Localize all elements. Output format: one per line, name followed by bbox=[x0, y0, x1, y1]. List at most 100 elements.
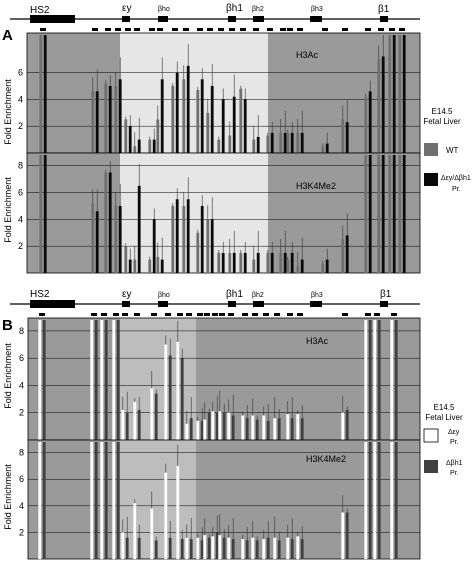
bar-series2 bbox=[368, 320, 372, 440]
bar-series1 bbox=[364, 319, 368, 441]
bar-series2 bbox=[300, 539, 304, 559]
locus-label-bh1-b: βh1 bbox=[226, 289, 243, 300]
bar-series2 bbox=[210, 85, 214, 153]
locus-label-bho: βho bbox=[158, 6, 170, 13]
bar-series2 bbox=[215, 412, 219, 440]
legend-swatch-mutant bbox=[424, 173, 438, 186]
gene-bh2-b bbox=[253, 301, 264, 307]
amplicon-marker bbox=[378, 28, 384, 31]
bar-series2 bbox=[104, 320, 108, 440]
amplicon-marker bbox=[228, 313, 234, 316]
amplicon-marker bbox=[240, 28, 246, 31]
bar-series1 bbox=[156, 119, 160, 153]
legend-label-bh1-pr: Pr. bbox=[450, 470, 459, 477]
bar-series2 bbox=[381, 56, 385, 153]
legend-label-ey: Δεy bbox=[448, 429, 460, 436]
bar-series1 bbox=[388, 155, 392, 273]
bar-series2 bbox=[104, 442, 108, 559]
amplicon-marker bbox=[287, 313, 293, 316]
amplicon-marker bbox=[391, 313, 397, 316]
bar-series1 bbox=[373, 319, 377, 441]
bar-series1 bbox=[398, 35, 402, 153]
bar-series1 bbox=[182, 79, 186, 153]
bar-series2 bbox=[160, 79, 164, 153]
legend-tissue-line1: E14.5 bbox=[432, 107, 453, 116]
bar-series2 bbox=[283, 132, 287, 153]
bar-series1 bbox=[176, 341, 180, 441]
locus-label-bh1: βh1 bbox=[226, 3, 243, 14]
locus-map-a: A HS2 εy βho βh1 βh2 βh3 β1 bbox=[2, 3, 420, 44]
y-tick-label: 6 bbox=[19, 353, 24, 363]
bar-series2 bbox=[125, 412, 129, 440]
bar-series1 bbox=[104, 172, 108, 273]
bar-series1 bbox=[373, 441, 377, 560]
bar-series2 bbox=[94, 442, 98, 559]
bar-series2 bbox=[290, 418, 294, 440]
bar-series1 bbox=[377, 155, 381, 273]
bar-series1 bbox=[252, 139, 256, 153]
bar-series1 bbox=[114, 85, 118, 153]
bar-series2 bbox=[300, 132, 304, 153]
bar-series1 bbox=[133, 503, 137, 560]
bar-series1 bbox=[39, 155, 43, 273]
bar-series1 bbox=[241, 538, 245, 560]
bar-series2 bbox=[345, 122, 349, 153]
bar-series1 bbox=[262, 415, 266, 441]
locus-map-b: B HS2 εy βho βh1 βh2 βh3 β1 bbox=[2, 289, 420, 334]
locus-label-b1: β1 bbox=[378, 4, 390, 15]
bar-series2 bbox=[392, 155, 396, 273]
amplicon-marker bbox=[297, 313, 303, 316]
amplicon-marker bbox=[172, 28, 178, 31]
locus-label-hs2-b: HS2 bbox=[30, 289, 50, 300]
bar-series2 bbox=[232, 96, 236, 153]
locus-label-bh3: βh3 bbox=[311, 6, 323, 13]
locus-label-bh2-b: βh2 bbox=[252, 292, 264, 299]
y-tick-label: 8 bbox=[19, 448, 24, 458]
legend-b: E14.5 Fetal Liver Δεy Pr. Δβh1 Pr. bbox=[423, 403, 463, 477]
bar-series1 bbox=[171, 85, 175, 153]
bar-series2 bbox=[277, 418, 281, 440]
bar-series1 bbox=[341, 512, 345, 560]
bar-series2 bbox=[137, 185, 141, 273]
plot-a-h3k4me2: 2 4 6 8 H3K4Me2 Fold Enrichment bbox=[3, 152, 421, 274]
locus-label-ey-b: εy bbox=[122, 289, 131, 300]
bar-series2 bbox=[154, 540, 158, 559]
amplicon-marker bbox=[280, 28, 286, 31]
bar-series2 bbox=[243, 252, 247, 273]
bar-series1 bbox=[239, 252, 243, 273]
bar-series1 bbox=[150, 388, 154, 441]
amplicon-marker bbox=[365, 313, 371, 316]
gene-bh3 bbox=[310, 16, 322, 22]
amplicon-marker bbox=[151, 313, 157, 316]
bar-series1 bbox=[133, 146, 137, 153]
bar-series1 bbox=[211, 411, 215, 441]
bar-series2 bbox=[368, 442, 372, 559]
legend-label-wt: WT bbox=[446, 146, 459, 155]
bar-series2 bbox=[42, 320, 46, 440]
bar-series1 bbox=[227, 537, 231, 560]
bar-series2 bbox=[108, 172, 112, 273]
bar-series2 bbox=[128, 126, 132, 153]
gene-bh2 bbox=[253, 16, 264, 22]
bar-series1 bbox=[273, 418, 277, 441]
locus-label-b1-b: β1 bbox=[380, 289, 392, 300]
bar-series1 bbox=[364, 155, 368, 273]
bar-series1 bbox=[241, 415, 245, 441]
bar-series1 bbox=[239, 88, 243, 153]
y-tick-label: 2 bbox=[18, 241, 23, 251]
bar-series1 bbox=[286, 132, 290, 153]
bar-series2 bbox=[152, 219, 156, 273]
bar-series2 bbox=[381, 155, 385, 273]
plot-label: H3K4Me2 bbox=[306, 454, 346, 464]
bar-series2 bbox=[175, 199, 179, 273]
bar-series1 bbox=[266, 135, 270, 153]
amplicon-markers-a bbox=[40, 28, 405, 31]
bar-series2 bbox=[290, 132, 294, 153]
bar-series1 bbox=[182, 205, 186, 273]
bar-series1 bbox=[211, 536, 215, 560]
bar-series1 bbox=[124, 246, 128, 273]
bar-series2 bbox=[186, 199, 190, 273]
bar-series1 bbox=[218, 411, 222, 441]
bar-series1 bbox=[91, 91, 95, 153]
bar-series2 bbox=[245, 540, 249, 559]
